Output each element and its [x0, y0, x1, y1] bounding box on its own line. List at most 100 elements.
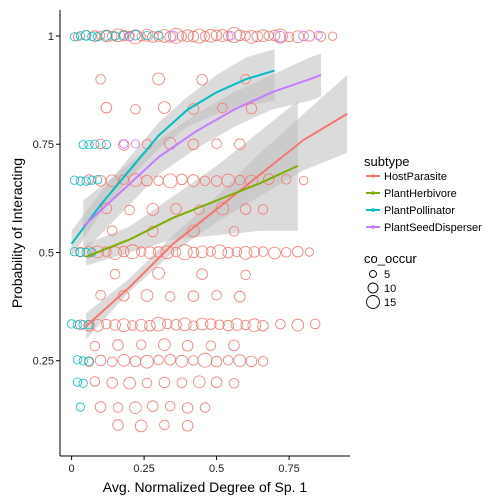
point-HostParasite	[141, 377, 153, 389]
point-HostParasite	[118, 245, 130, 258]
fit-line-PlantSeedDisperser	[82, 74, 322, 228]
point-HostParasite	[181, 340, 194, 352]
point-PlantSeedDisperser	[313, 30, 323, 41]
point-HostParasite	[176, 31, 188, 42]
legend-size-key	[369, 270, 377, 278]
point-HostParasite	[199, 402, 211, 413]
point-HostParasite	[230, 318, 244, 331]
point-HostParasite	[118, 29, 130, 42]
point-PlantPollinator	[119, 30, 129, 40]
y-axis-title: Probability of Interacting	[9, 158, 25, 308]
point-HostParasite	[216, 29, 229, 42]
point-HostParasite	[162, 318, 173, 330]
point-HostParasite	[100, 29, 113, 43]
point-HostParasite	[231, 246, 243, 258]
point-HostParasite	[158, 338, 171, 351]
point-HostParasite	[153, 31, 164, 42]
point-HostParasite	[135, 339, 147, 350]
point-HostParasite	[94, 401, 107, 413]
point-HostParasite	[176, 377, 188, 388]
point-HostParasite	[327, 31, 338, 41]
point-HostParasite	[210, 29, 223, 42]
point-HostParasite	[239, 203, 252, 215]
point-HostParasite	[181, 420, 194, 432]
point-HostParasite	[245, 102, 258, 115]
point-HostParasite	[238, 246, 253, 260]
point-HostParasite	[106, 377, 118, 389]
y-tick-label: 0.75	[33, 139, 54, 151]
point-HostParasite	[159, 419, 170, 431]
x-tick-label: 0.25	[133, 463, 154, 475]
point-HostParasite	[188, 320, 199, 331]
point-HostParasite	[187, 138, 200, 151]
point-HostParasite	[106, 356, 118, 367]
point-HostParasite	[222, 30, 234, 42]
point-HostParasite	[281, 247, 292, 258]
point-HostParasite	[187, 246, 200, 259]
point-HostParasite	[187, 174, 200, 187]
point-HostParasite	[211, 290, 222, 301]
legend-key-dot	[371, 174, 375, 178]
legend-label-PlantHerbivore: PlantHerbivore	[384, 188, 457, 200]
point-HostParasite	[196, 268, 208, 280]
point-HostParasite	[95, 74, 106, 85]
x-ticks: 0 0.25 0.5 0.75	[69, 456, 300, 475]
point-HostParasite	[100, 202, 113, 215]
point-HostParasite	[281, 174, 292, 185]
point-HostParasite	[268, 29, 281, 42]
point-HostParasite	[205, 318, 217, 330]
point-HostParasite	[91, 245, 104, 259]
point-PlantPollinator	[101, 30, 112, 41]
point-HostParasite	[152, 72, 165, 86]
point-HostParasite	[170, 246, 182, 258]
legend-label-PlantSeedDisperser: PlantSeedDisperser	[384, 222, 482, 234]
scatter-points	[67, 27, 338, 433]
point-HostParasite	[275, 319, 286, 330]
point-HostParasite	[291, 30, 305, 44]
point-PlantPollinator	[69, 32, 80, 42]
point-HostParasite	[147, 400, 159, 412]
point-HostParasite	[158, 376, 171, 389]
point-PlantPollinator	[78, 356, 88, 366]
point-PlantPollinator	[80, 30, 92, 41]
point-HostParasite	[228, 226, 240, 237]
point-HostParasite	[100, 101, 113, 114]
point-HostParasite	[152, 266, 165, 280]
point-HostParasite	[134, 419, 148, 433]
point-HostParasite	[140, 289, 154, 302]
point-HostParasite	[129, 355, 142, 368]
legend-co-occur-title: co_occur	[364, 251, 417, 266]
point-HostParasite	[89, 340, 101, 352]
point-HostParasite	[135, 246, 147, 257]
point-HostParasite	[164, 354, 176, 366]
point-HostParasite	[187, 290, 200, 302]
legend-size-label: 15	[384, 297, 396, 309]
point-HostParasite	[101, 318, 112, 330]
point-HostParasite	[125, 244, 140, 260]
point-HostParasite	[240, 30, 251, 42]
point-HostParasite	[187, 224, 200, 238]
point-PlantPollinator	[87, 31, 97, 42]
y-tick-label: 0.5	[39, 247, 54, 259]
point-HostParasite	[75, 246, 86, 258]
point-PlantSeedDisperser	[119, 139, 129, 149]
fit-line-PlantPollinator	[70, 69, 275, 245]
point-HostParasite	[228, 339, 240, 352]
legend-size-label: 5	[384, 269, 390, 281]
point-HostParasite	[130, 104, 141, 115]
x-tick-label: 0.75	[278, 463, 299, 475]
point-HostParasite	[199, 175, 211, 187]
ribbon-PlantHerbivore	[86, 100, 298, 266]
ribbon-PlantSeedDisperser	[83, 53, 321, 253]
legend-co-occur: co_occur 5 10 15	[364, 251, 417, 309]
point-HostParasite	[257, 356, 269, 367]
point-HostParasite	[108, 246, 122, 260]
point-HostParasite	[195, 245, 209, 259]
point-HostParasite	[188, 355, 199, 366]
point-HostParasite	[134, 318, 148, 332]
point-HostParasite	[95, 289, 106, 301]
point-PlantPollinator	[90, 139, 100, 149]
point-HostParasite	[89, 376, 101, 387]
point-HostParasite	[106, 31, 118, 42]
